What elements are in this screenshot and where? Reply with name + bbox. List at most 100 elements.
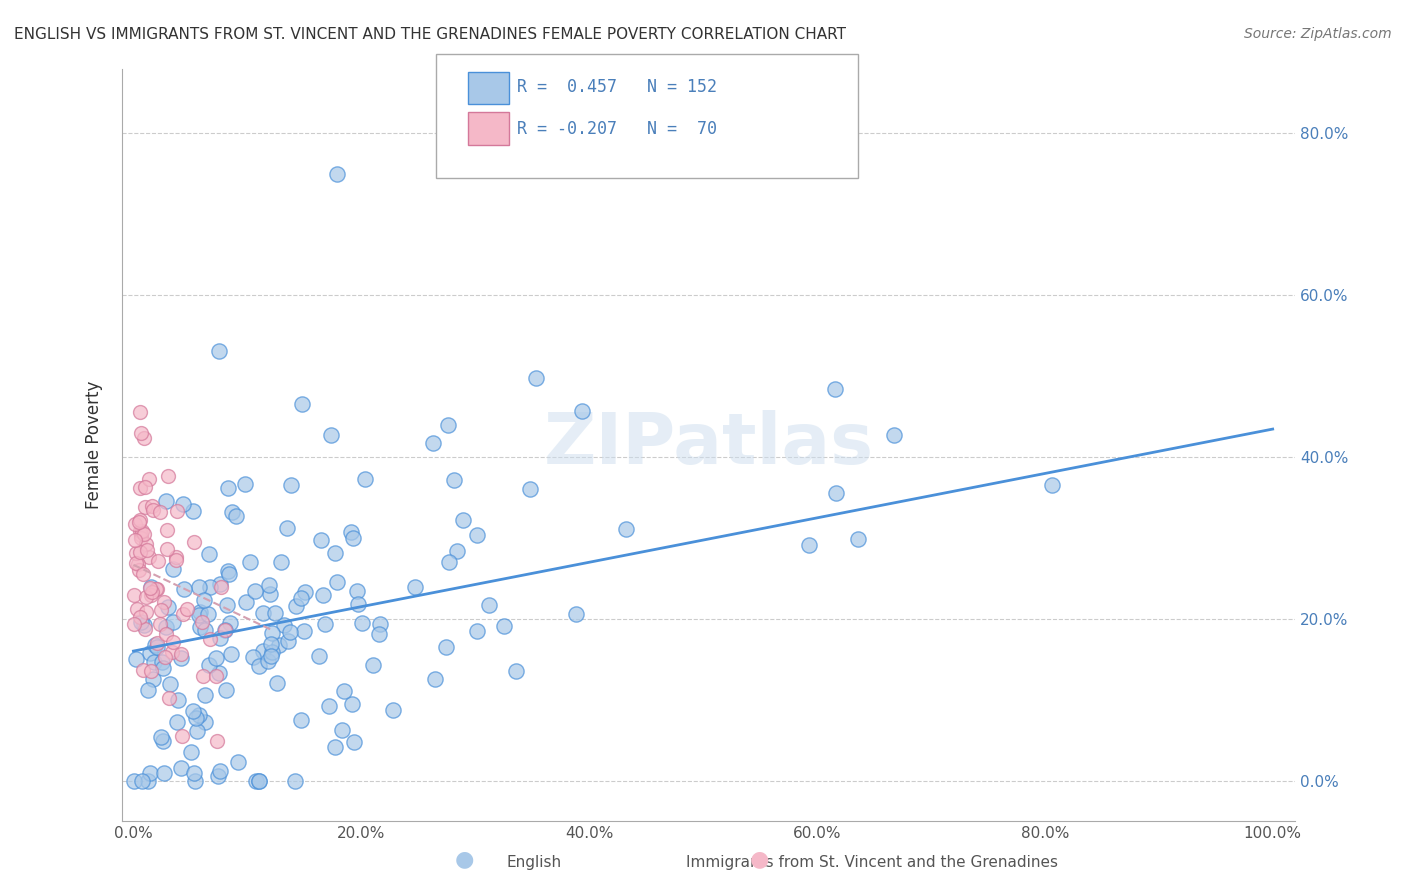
Point — [181, 504, 204, 518]
Point — [129, 615, 152, 629]
Point — [138, 549, 160, 564]
Point — [524, 371, 547, 385]
Point — [342, 531, 364, 545]
Point — [278, 625, 301, 640]
Point — [191, 615, 214, 629]
Point — [194, 714, 217, 729]
Y-axis label: Female Poverty: Female Poverty — [86, 381, 103, 509]
Point — [425, 672, 447, 686]
Point — [181, 704, 204, 718]
Point — [325, 574, 347, 589]
Point — [124, 516, 146, 531]
Point — [846, 532, 869, 546]
Point — [139, 766, 162, 780]
Point — [139, 581, 162, 595]
Point — [166, 504, 188, 518]
Point — [273, 618, 295, 632]
Point — [797, 538, 820, 552]
Point — [465, 528, 488, 542]
Point — [122, 774, 145, 789]
Point — [276, 521, 298, 535]
Point — [156, 599, 179, 614]
Point — [183, 766, 205, 780]
Point — [152, 660, 174, 674]
Point — [339, 524, 361, 539]
Point — [142, 503, 165, 517]
Point — [368, 626, 391, 640]
Point — [129, 426, 152, 441]
Point — [162, 561, 184, 575]
Point — [235, 477, 257, 491]
Point — [173, 582, 195, 597]
Point — [266, 676, 288, 690]
Point — [519, 482, 541, 496]
Point — [135, 537, 157, 551]
Point — [132, 431, 155, 445]
Point — [252, 607, 274, 621]
Point — [257, 578, 280, 592]
Point — [150, 655, 173, 669]
Point — [142, 672, 165, 686]
Point — [125, 602, 148, 616]
Point — [198, 547, 221, 561]
Point — [198, 580, 221, 594]
Point — [492, 618, 515, 632]
Point — [197, 657, 219, 672]
Point — [131, 524, 153, 539]
Point — [290, 713, 312, 727]
Point — [187, 608, 209, 623]
Point — [184, 774, 207, 789]
Point — [134, 622, 156, 636]
Point — [443, 473, 465, 487]
Point — [131, 774, 153, 789]
Point — [162, 635, 184, 649]
Point — [225, 508, 247, 523]
Point — [368, 617, 391, 632]
Point — [277, 634, 299, 648]
Point — [139, 580, 162, 594]
Point — [1040, 477, 1063, 491]
Point — [129, 405, 152, 419]
Point — [381, 703, 404, 717]
Point — [217, 481, 239, 495]
Point — [148, 554, 170, 568]
Point — [135, 542, 157, 557]
Point — [149, 603, 172, 617]
Point — [204, 669, 226, 683]
Point — [291, 397, 314, 411]
Point — [197, 607, 219, 621]
Point — [219, 647, 242, 661]
Point — [135, 590, 157, 604]
Point — [565, 607, 588, 622]
Point — [290, 591, 312, 606]
Point — [326, 167, 349, 181]
Point — [252, 643, 274, 657]
Point — [145, 582, 167, 596]
Point — [153, 766, 176, 780]
Point — [122, 589, 145, 603]
Point — [205, 733, 228, 747]
Point — [292, 624, 315, 638]
Point — [139, 665, 162, 679]
Point — [218, 566, 240, 581]
Point — [446, 544, 468, 558]
Point — [166, 715, 188, 730]
Point — [124, 617, 146, 632]
Point — [134, 526, 156, 541]
Point — [824, 382, 846, 396]
Point — [165, 549, 187, 564]
Point — [184, 711, 207, 725]
Text: Immigrants from St. Vincent and the Grenadines: Immigrants from St. Vincent and the Gren… — [686, 855, 1057, 870]
Point — [193, 592, 215, 607]
Point — [160, 645, 183, 659]
Point — [153, 595, 176, 609]
Point — [257, 654, 280, 668]
Text: R =  0.457   N = 152: R = 0.457 N = 152 — [517, 78, 717, 96]
Point — [209, 764, 232, 779]
Point — [157, 469, 180, 483]
Point — [134, 500, 156, 514]
Point — [176, 601, 198, 615]
Point — [146, 640, 169, 654]
Point — [259, 587, 281, 601]
Point — [141, 585, 163, 599]
